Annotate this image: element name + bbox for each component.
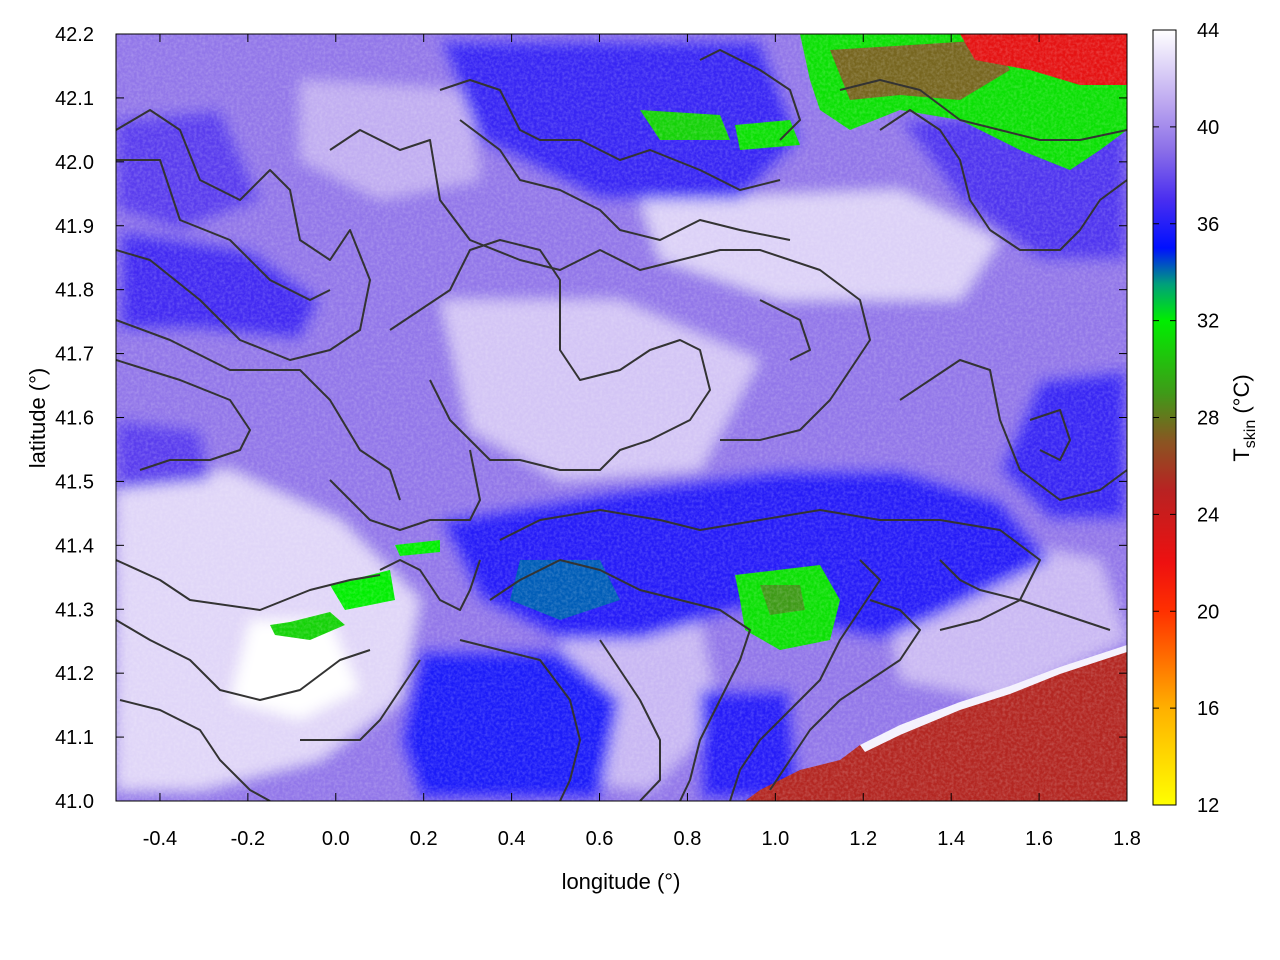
x-tick-label: 1.0 bbox=[761, 828, 789, 850]
colorbar-tick-label: 40 bbox=[1197, 117, 1219, 139]
contour-southwest-2 bbox=[300, 659, 421, 741]
colorbar-label-main: T bbox=[1229, 448, 1254, 461]
contour-south-3 bbox=[459, 639, 581, 801]
y-tick-label: 42.0 bbox=[55, 152, 94, 174]
x-tick-label: 1.4 bbox=[937, 828, 965, 850]
colorbar-tick-label: 28 bbox=[1197, 408, 1219, 430]
colorbar-tick-label: 24 bbox=[1197, 504, 1219, 526]
heatmap-plot-area: -0.4 -0.2 0.0 0.2 0.4 0.6 0.8 1.0 1.2 1.4 1.6 1.8 4… bbox=[25, 24, 1141, 894]
contour-east-loop bbox=[1029, 409, 1071, 461]
x-axis: -0.4 -0.2 0.0 0.2 0.4 0.6 0.8 1.0 1.2 1.4 1.6 1.8 bbox=[143, 34, 1141, 850]
colorbar-tick-label: 16 bbox=[1197, 698, 1219, 720]
contour-west-1 bbox=[116, 319, 401, 501]
x-tick-label: 0.8 bbox=[674, 828, 702, 850]
y-tick-label: 42.2 bbox=[55, 24, 94, 46]
colorbar-tick-label: 32 bbox=[1197, 311, 1219, 333]
contour-north-1 bbox=[439, 79, 781, 191]
contour-south-2 bbox=[489, 559, 751, 801]
x-tick-label: -0.2 bbox=[231, 828, 265, 850]
contour-south-4 bbox=[599, 639, 661, 801]
contour-center-3 bbox=[329, 449, 481, 531]
y-tick-label: 41.7 bbox=[55, 344, 94, 366]
y-tick-label: 41.1 bbox=[55, 727, 94, 749]
y-tick-label: 41.6 bbox=[55, 408, 94, 430]
contour-northwest-2 bbox=[116, 159, 331, 301]
colorbar-tick-label: 12 bbox=[1197, 795, 1219, 817]
contour-east-1 bbox=[899, 359, 1127, 501]
contour-south-5 bbox=[729, 559, 881, 801]
texture-overlay bbox=[116, 34, 1127, 801]
contour-west-2 bbox=[116, 359, 251, 471]
contour-northeast-1 bbox=[879, 109, 1127, 251]
y-tick-label: 41.4 bbox=[55, 535, 94, 557]
x-tick-label: 0.2 bbox=[410, 828, 438, 850]
colorbar-label-sub: skin bbox=[1242, 420, 1259, 448]
y-axis-label: latitude (°) bbox=[25, 368, 50, 469]
contour-north-2 bbox=[459, 119, 791, 241]
colorbar-tick-label: 36 bbox=[1197, 214, 1219, 236]
y-tick-label: 41.8 bbox=[55, 280, 94, 302]
colorbar-label: Tskin (°C) bbox=[1229, 374, 1259, 461]
contour-south-6 bbox=[769, 599, 921, 791]
x-tick-label: 0.6 bbox=[586, 828, 614, 850]
y-tick-label: 41.3 bbox=[55, 599, 94, 621]
contour-north-3 bbox=[699, 49, 801, 141]
x-tick-label: 1.2 bbox=[849, 828, 877, 850]
y-tick-label: 41.9 bbox=[55, 216, 94, 238]
contour-southeast-1 bbox=[939, 559, 1111, 631]
x-tick-label: 1.6 bbox=[1025, 828, 1053, 850]
contour-south-1 bbox=[499, 509, 1041, 631]
contour-lines bbox=[116, 49, 1127, 801]
y-tick-label: 41.5 bbox=[55, 471, 94, 493]
contour-southwest bbox=[119, 699, 271, 801]
contour-west-4 bbox=[116, 619, 371, 701]
x-tick-label: 0.4 bbox=[498, 828, 526, 850]
y-tick-label: 42.1 bbox=[55, 88, 94, 110]
colorbar-tick-label: 44 bbox=[1197, 20, 1219, 42]
y-axis: 41.0 41.1 41.2 41.3 41.4 41.5 41.6 41.7 41.8 41.9… bbox=[55, 24, 1127, 813]
contour-west-3 bbox=[116, 559, 381, 611]
x-axis-label: longitude (°) bbox=[562, 869, 681, 894]
colorbar: 12 16 20 24 28 32 36 40 44 Tskin (°C) bbox=[1152, 20, 1259, 817]
x-tick-label: 0.0 bbox=[322, 828, 350, 850]
contour-center-1 bbox=[329, 129, 871, 441]
x-tick-label: 1.8 bbox=[1113, 828, 1141, 850]
contour-center-small bbox=[759, 299, 811, 361]
y-tick-label: 41.2 bbox=[55, 663, 94, 685]
colorbar-label-suffix: (°C) bbox=[1229, 374, 1254, 419]
x-tick-label: -0.4 bbox=[143, 828, 177, 850]
colorbar-ticks: 12 16 20 24 28 32 36 40 44 bbox=[1153, 20, 1219, 817]
contour-center-2 bbox=[389, 239, 711, 471]
contour-river-loop bbox=[379, 559, 481, 611]
y-tick-label: 41.0 bbox=[55, 791, 94, 813]
colorbar-tick-label: 20 bbox=[1197, 601, 1219, 623]
contour-northeast-2 bbox=[839, 79, 1127, 141]
contour-northwest-1 bbox=[116, 109, 371, 361]
